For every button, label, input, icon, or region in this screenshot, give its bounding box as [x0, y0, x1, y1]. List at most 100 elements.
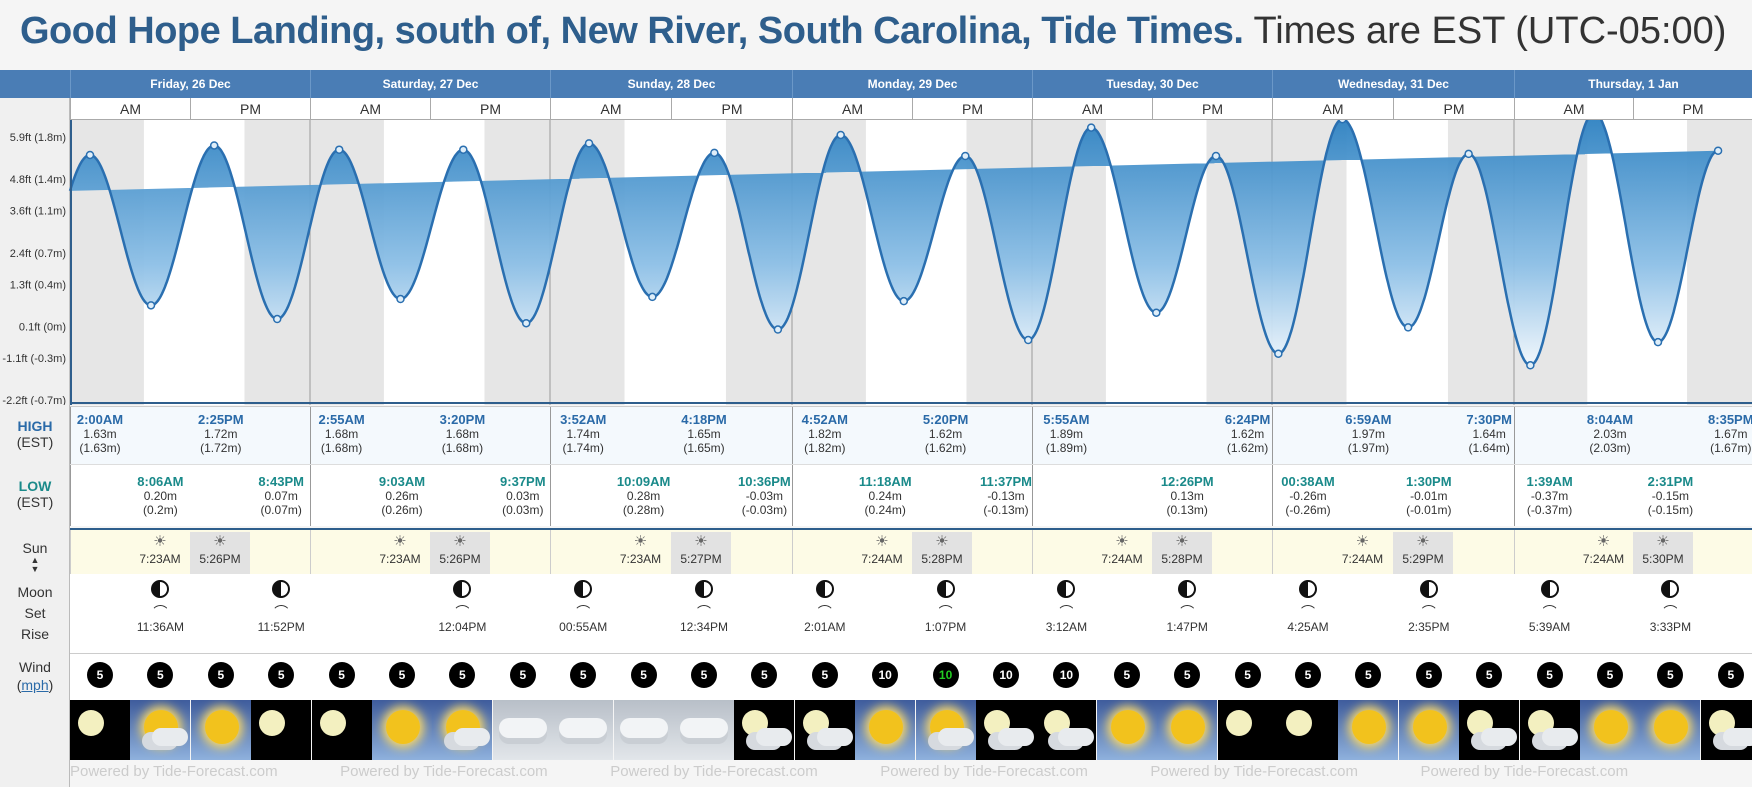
- low-value: 0.26m: [385, 489, 419, 503]
- high-value-paren: (1.68m): [441, 441, 484, 455]
- low-value-paren: (-0.15m): [1647, 503, 1694, 517]
- day-header[interactable]: Sunday, 28 Dec: [550, 70, 792, 98]
- sunset-box: ☀ 5:29PM: [1393, 532, 1453, 576]
- tide-extreme-point: [1403, 323, 1413, 332]
- am-label: AM: [1514, 98, 1633, 120]
- moon-rise-set-icon: ⌒: [576, 604, 591, 620]
- moon-time: 00:55AM: [559, 620, 608, 634]
- low-value-paren: (-0.03m): [741, 503, 788, 517]
- low-cell: 9:37PM 0.03m (0.03m): [495, 474, 551, 518]
- moon-cloud-icon: [734, 700, 795, 760]
- cloud-icon: [559, 718, 608, 738]
- high-cell: 6:59AM 1.97m (1.97m): [1340, 413, 1396, 456]
- wind-arrow-icon: 5: [1657, 662, 1684, 688]
- sunrise-box: ☀ 7:24AM: [1332, 532, 1393, 576]
- low-time: 11:18AM: [858, 474, 912, 489]
- tide-extreme-point: [1274, 349, 1283, 358]
- moon-cloud-icon: [1700, 700, 1752, 760]
- sun-title: Sun: [22, 540, 48, 556]
- y-axis-label: 2.4ft (0.7m): [10, 248, 66, 260]
- low-cell: 9:03AM 0.26m (0.26m): [374, 475, 430, 518]
- high-value-paren: (1.82m): [804, 441, 846, 455]
- high-value: 1.68m: [324, 427, 359, 441]
- low-value: 0.03m: [506, 489, 540, 503]
- y-axis-label: 0.1ft (0m): [19, 321, 66, 333]
- day-divider: [792, 407, 793, 464]
- low-tz: (EST): [16, 494, 54, 510]
- low-time: 9:37PM: [500, 474, 546, 489]
- cloud-icon: [498, 718, 547, 738]
- sun-icon: [372, 700, 432, 760]
- high-cell: 8:04AM 2.03m (2.03m): [1582, 412, 1638, 456]
- mph-link[interactable]: mph: [21, 677, 49, 693]
- sunset-time: 5:27PM: [680, 552, 722, 566]
- cloud-icon: [937, 728, 974, 746]
- low-value: -0.13m: [987, 489, 1025, 503]
- sun-night-shade: [70, 530, 130, 574]
- wind-arrow-icon: 5: [570, 662, 597, 688]
- high-cell: 2:25PM 1.72m (1.72m): [193, 412, 249, 456]
- moon-icon: [1225, 710, 1252, 736]
- wind-arrow-icon: 10: [1053, 662, 1080, 688]
- high-value: 1.68m: [445, 427, 480, 441]
- timezone-label: Times are EST (UTC-05:00): [1253, 10, 1727, 52]
- sun-icon: [1171, 710, 1206, 744]
- wind-arrow-icon: 5: [1355, 662, 1382, 688]
- day-header[interactable]: Wednesday, 31 Dec: [1272, 70, 1514, 98]
- day-divider: [550, 407, 551, 464]
- high-time: 7:30PM: [1466, 412, 1512, 427]
- pm-label: PM: [1393, 98, 1514, 120]
- high-time: 8:04AM: [1586, 412, 1634, 427]
- day-header[interactable]: Tuesday, 30 Dec: [1032, 70, 1272, 98]
- day-header[interactable]: Friday, 26 Dec: [70, 70, 310, 98]
- wind-arrow-icon: 5: [147, 662, 174, 688]
- wind-arrow-icon: 5: [328, 662, 355, 688]
- tide-extreme-point: [334, 145, 344, 154]
- moon-phase-icon: [1299, 580, 1317, 598]
- sunrise-icon: ☀: [633, 533, 648, 550]
- sun-cloud-icon: [432, 700, 493, 760]
- sun-toggle-icon[interactable]: ▲ ▼: [30, 555, 40, 574]
- moon-cloud-icon: [1036, 700, 1097, 760]
- moon-rise-set-icon: ⌒: [1421, 604, 1436, 620]
- ampm-row: AM PM AM PM AM PM AM PM AM PM AM PM AM PM: [70, 98, 1752, 120]
- low-value: -0.15m: [1651, 489, 1690, 503]
- moon-cloud-icon: [976, 700, 1036, 760]
- sunset-box: ☀ 5:28PM: [1152, 532, 1212, 576]
- moon-time: 3:12AM: [1045, 620, 1088, 634]
- day-divider: [310, 530, 311, 574]
- tide-extreme-point: [773, 325, 783, 334]
- cloud-icon: [1481, 728, 1518, 746]
- y-axis-label: -1.1ft (-0.3m): [2, 353, 66, 365]
- sun-icon: [855, 700, 916, 760]
- day-header[interactable]: Saturday, 27 Dec: [310, 70, 550, 98]
- low-value-paren: (0.28m): [622, 503, 665, 517]
- day-header[interactable]: Thursday, 1 Jan: [1514, 70, 1752, 98]
- low-value-paren: (0.26m): [381, 503, 423, 517]
- high-value-paren: (1.89m): [1045, 441, 1088, 455]
- low-title: LOW: [18, 478, 52, 494]
- day-header[interactable]: Monday, 29 Dec: [792, 70, 1032, 98]
- cloud-icon: [816, 728, 853, 746]
- high-value: 1.63m: [83, 427, 117, 441]
- tide-extreme-point: [648, 292, 657, 302]
- low-value-paren: (-0.37m): [1526, 503, 1573, 517]
- sunset-time: 5:30PM: [1642, 552, 1684, 566]
- sunset-icon: ☀: [213, 533, 227, 550]
- high-time: 2:25PM: [198, 412, 244, 427]
- sunrise-box: ☀ 7:23AM: [370, 532, 430, 576]
- high-cell: 2:55AM 1.68m (1.68m): [314, 412, 370, 456]
- day-divider: [70, 407, 71, 464]
- moon-cell: ⌒ 11:52PM: [251, 578, 311, 634]
- day-divider: [550, 465, 551, 526]
- moon-cloud-icon: [794, 700, 855, 760]
- sunrise-box: ☀ 7:24AM: [1573, 532, 1634, 576]
- low-time: 2:31PM: [1647, 474, 1694, 489]
- high-time: 3:20PM: [439, 412, 486, 427]
- title-bar: Good Hope Landing, south of, New River, …: [0, 0, 1752, 70]
- moon-night-icon: [251, 700, 312, 760]
- high-time: 2:55AM: [318, 412, 365, 427]
- sun-label: Sun ▲ ▼: [0, 540, 70, 574]
- low-cell: 12:26PM 0.13m (0.13m): [1159, 475, 1215, 518]
- moon-time: 1:07PM: [924, 620, 967, 634]
